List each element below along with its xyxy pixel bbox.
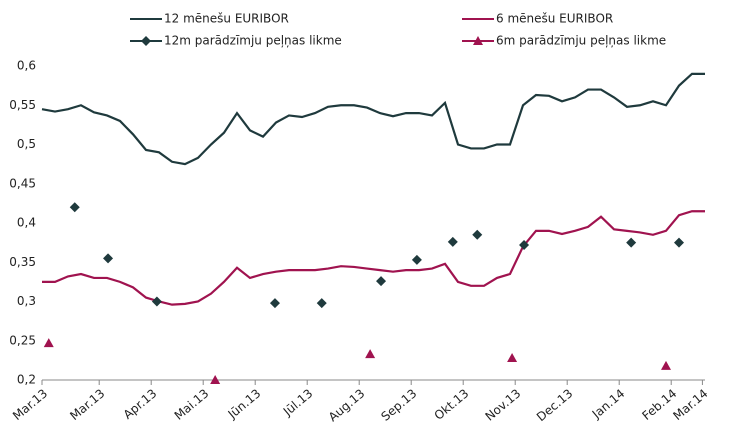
x-tick-label: Mar.13 xyxy=(67,386,107,423)
y-tick-label: 0,25 xyxy=(9,333,36,347)
y-tick-label: 0,45 xyxy=(9,176,36,190)
x-tick-label: Okt.13 xyxy=(432,386,472,423)
point xyxy=(519,239,530,250)
point xyxy=(472,229,483,240)
series-line xyxy=(41,72,705,166)
series-line xyxy=(42,210,705,306)
point xyxy=(365,349,376,359)
legend-label: 12 mēnešu EURIBOR xyxy=(164,12,289,26)
point xyxy=(626,237,637,248)
x-tick-label: Dec.13 xyxy=(534,386,575,424)
legend-marker xyxy=(141,36,151,46)
legend-label: 12m parādzīmju peļņas likme xyxy=(164,34,342,48)
point xyxy=(151,296,162,307)
legend-marker xyxy=(473,36,483,45)
y-tick-label: 0,4 xyxy=(17,216,36,230)
point xyxy=(507,353,518,363)
x-tick-label: Aug.13 xyxy=(326,386,368,424)
legend-label: 6 mēnešu EURIBOR xyxy=(496,12,613,26)
point xyxy=(316,298,327,309)
y-tick-label: 0,55 xyxy=(9,98,36,112)
point xyxy=(210,375,221,384)
x-tick-label: Nov.13 xyxy=(483,386,524,423)
x-tick-label: Mai.13 xyxy=(172,386,212,423)
point xyxy=(411,254,422,265)
y-tick-label: 0,3 xyxy=(17,294,36,308)
x-tick-label: Sep.13 xyxy=(378,386,419,424)
y-tick-label: 0,35 xyxy=(9,255,36,269)
point xyxy=(103,253,114,264)
y-tick-label: 0,2 xyxy=(17,373,36,387)
point xyxy=(43,338,54,348)
y-tick-label: 0,6 xyxy=(17,59,36,73)
x-tick-label: Jūl.13 xyxy=(280,386,315,419)
point xyxy=(674,237,684,248)
x-tick-label: Feb.14 xyxy=(639,386,679,423)
x-tick-label: Mar.13 xyxy=(10,386,50,423)
x-tick-label: Jan.14 xyxy=(589,386,628,422)
point xyxy=(376,276,387,287)
point xyxy=(69,202,80,213)
x-tick-label: Apr.13 xyxy=(121,386,160,422)
x-tick-label: Jūn.13 xyxy=(225,386,264,422)
point xyxy=(269,298,280,309)
legend-label: 6m parādzīmju peļņas likme xyxy=(496,34,666,48)
y-tick-label: 0,5 xyxy=(17,137,36,151)
x-tick-label: Mar.14 xyxy=(670,386,710,423)
point xyxy=(447,236,458,247)
point xyxy=(661,360,671,370)
